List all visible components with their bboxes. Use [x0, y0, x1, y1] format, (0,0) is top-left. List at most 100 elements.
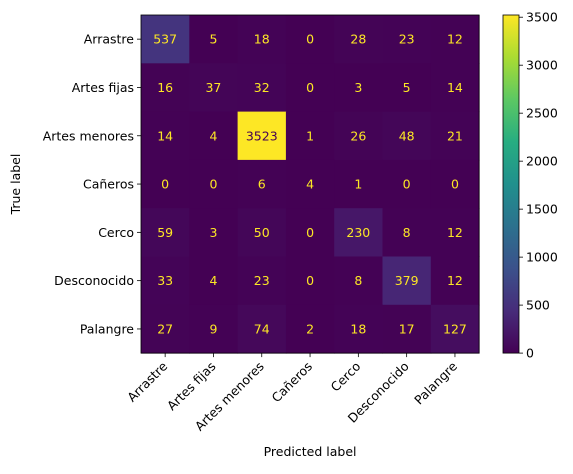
heatmap-cell: [141, 15, 190, 64]
x-tick-label: Palangre: [411, 358, 460, 407]
cell-value-label: 0: [451, 177, 459, 192]
y-tick-label: Cerco: [98, 225, 134, 240]
cell-value-label: 59: [157, 225, 173, 240]
cell-value-label: 3523: [246, 128, 278, 143]
cell-value-label: 0: [306, 273, 314, 288]
cell-value-label: 23: [399, 32, 415, 47]
y-axis-label: True label: [8, 154, 23, 216]
y-tick-label: Palangre: [80, 321, 134, 336]
heatmap-cell: [382, 208, 432, 257]
y-tick-label: Artes fijas: [72, 80, 134, 95]
heatmap-cell: [382, 159, 432, 209]
heatmap-cell: [141, 208, 190, 257]
cell-value-label: 537: [153, 32, 177, 47]
colorbar-tick-label: 500: [526, 298, 550, 313]
y-tick-label: Arrastre: [84, 32, 135, 47]
cell-value-label: 32: [254, 80, 270, 95]
y-tick-label: Desconocido: [54, 273, 134, 288]
colorbar-tick-label: 2500: [526, 106, 558, 121]
cell-value-label: 0: [306, 32, 314, 47]
y-tick-label: Artes menores: [43, 128, 134, 143]
heatmap-cell: [189, 63, 239, 113]
cell-value-label: 0: [403, 177, 411, 192]
cell-value-label: 5: [209, 32, 217, 47]
cell-value-label: 18: [350, 321, 366, 336]
colorbar-tick-label: 0: [526, 346, 534, 361]
heatmap-cell: [334, 208, 383, 257]
heatmap-cell: [141, 111, 190, 161]
cell-value-label: 230: [346, 225, 370, 240]
cell-value-label: 2: [306, 321, 314, 336]
cell-value-label: 0: [306, 225, 314, 240]
cell-value-label: 27: [157, 321, 173, 336]
cell-value-label: 74: [254, 321, 270, 336]
cell-value-label: 5: [403, 80, 411, 95]
heatmap-cell: [189, 111, 239, 161]
heatmap-cell: [430, 256, 480, 306]
cell-value-label: 1: [354, 177, 362, 192]
cell-value-label: 0: [306, 80, 314, 95]
y-tick-label: Cañeros: [83, 177, 134, 192]
heatmap-cell: [430, 208, 480, 257]
cell-value-label: 33: [157, 273, 173, 288]
heatmap-cell: [285, 15, 335, 64]
heatmap-cell: [285, 63, 335, 113]
heatmap-cell: [285, 111, 335, 161]
heatmap-cell: [382, 304, 432, 354]
heatmap-cell: [237, 208, 287, 257]
cell-value-label: 14: [157, 128, 173, 143]
cell-value-label: 3: [354, 80, 362, 95]
heatmap-cell: [237, 15, 287, 64]
cell-value-label: 4: [306, 177, 314, 192]
cell-value-label: 12: [447, 225, 463, 240]
heatmap-cell: [334, 111, 383, 161]
cell-value-label: 12: [447, 32, 463, 47]
cell-value-label: 50: [254, 225, 270, 240]
heatmap-cell: [189, 208, 239, 257]
heatmap-cell: [285, 304, 335, 354]
heatmap-cell: [430, 304, 480, 354]
x-tick-label: Arrastre: [124, 358, 170, 404]
cell-value-label: 3: [209, 225, 217, 240]
cell-value-label: 4: [209, 128, 217, 143]
heatmap-cell: [141, 63, 190, 113]
heatmap-cell: [237, 63, 287, 113]
heatmap-cell: [237, 304, 287, 354]
heatmap-cell: [430, 111, 480, 161]
heatmap-cell: [237, 111, 287, 161]
cell-value-label: 28: [350, 32, 366, 47]
heatmap-cell: [189, 256, 239, 306]
heatmap-cell: [382, 111, 432, 161]
colorbar-tick-label: 3500: [526, 10, 558, 25]
y-axis-ticks: Arrastre Artes fijas Artes menores Cañeros C…: [43, 32, 141, 336]
heatmap-cell: [430, 15, 480, 64]
cell-value-label: 6: [258, 177, 266, 192]
cell-value-label: 26: [350, 128, 366, 143]
cell-value-label: 12: [447, 273, 463, 288]
heatmap-cell: [382, 256, 432, 306]
heatmap-cell: [285, 208, 335, 257]
cell-value-label: 8: [354, 273, 362, 288]
cell-value-label: 9: [209, 321, 217, 336]
cell-value-label: 127: [443, 321, 467, 336]
heatmap-cell: [141, 304, 190, 354]
colorbar: [503, 15, 519, 354]
heatmap-cell: [334, 304, 383, 354]
heatmap-cell: [285, 256, 335, 306]
colorbar-tick-label: 3000: [526, 58, 558, 73]
colorbar-tick-label: 2000: [526, 154, 558, 169]
colorbar-frame: [502, 14, 520, 354]
cell-value-label: 0: [161, 177, 169, 192]
cell-value-label: 0: [209, 177, 217, 192]
heatmap-cell: [334, 15, 383, 64]
heatmap-cell: [237, 256, 287, 306]
heatmap-cell: [189, 159, 239, 209]
cell-value-label: 17: [399, 321, 415, 336]
heatmap-cell: [334, 63, 383, 113]
x-tick-label: Cañeros: [268, 359, 315, 406]
heatmap-cell: [382, 15, 432, 64]
